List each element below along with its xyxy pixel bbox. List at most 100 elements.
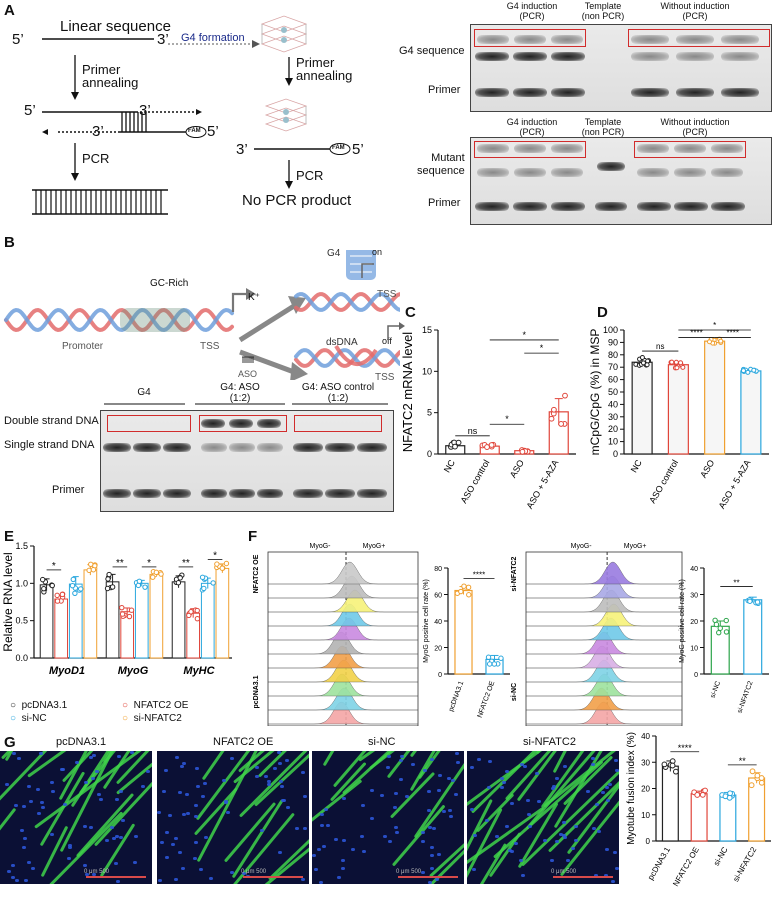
gel1-image [470,24,772,112]
nucleus-dot [594,803,599,807]
nucleus-dot [85,873,90,877]
nucleus-dot [521,873,526,877]
nucleus-dot [342,797,347,801]
nucleus-dot [157,879,162,883]
data-point [458,588,464,595]
nucleus-dot [421,870,426,874]
nucleus-dot [611,880,616,884]
nucleus-dot [509,850,514,854]
nucleus-dot [446,776,451,780]
nucleus-dot [171,843,176,847]
nucleus-dot [91,872,96,876]
data-point [214,561,220,567]
nucleus-dot [118,835,123,839]
gel-band [637,144,669,153]
gel-band [595,202,627,211]
nucleus-dot [526,798,531,802]
a-5prime-bottom-strand: 5’ [207,123,219,140]
data-point [491,661,498,667]
nucleus-dot [24,878,29,882]
nucleus-dot [430,845,435,849]
nucleus-dot [509,801,514,805]
x-category-label: NFATC2 OE [671,846,701,888]
gene-label: MyHC [183,665,215,677]
b-on-label: on [372,247,383,257]
header-line1: Without induction [660,117,730,127]
nucleus-dot [565,858,570,862]
nucleus-dot [486,786,491,790]
nucleus-dot [193,803,198,807]
y-axis-label: MyoG positive cell rate (%) [679,579,686,663]
nucleus-dot [574,824,579,828]
group-label-top: si-NFATC2 [511,556,518,591]
gel-band [514,168,546,177]
y-tick-label: 0 [694,672,698,679]
nucleus-dot [104,838,109,842]
panel-label-g: G [4,734,16,751]
data-point [223,560,230,567]
nucleus-dot [168,814,173,818]
y-tick-label: 0.5 [15,616,28,626]
nucleus-dot [350,848,355,852]
y-tick-label: 80 [434,566,442,573]
gelb-header-g4-aso-control: G4: ASO control (1:2) [290,382,386,404]
y-tick-label: 30 [641,758,650,767]
y-tick-label: 30 [608,412,618,422]
nucleus-dot [519,762,524,766]
nucleus-dot [229,871,234,875]
legend-text: si-NFATC2 [133,713,182,724]
data-point [754,599,761,605]
sig-label: **** [678,743,693,753]
gel-band [513,202,547,211]
gel-band [674,144,706,153]
header-line2: (1:2) [229,393,251,404]
nucleus-dot [280,784,285,788]
header-line1: G4: ASO [220,382,260,393]
header-line1: Template [584,1,622,11]
nucleus-dot [454,792,459,796]
nucleus-dot [593,874,598,878]
nucleus-dot [536,800,541,804]
nucleus-dot [427,790,432,794]
gel-band [721,88,759,97]
gel-band [293,443,323,452]
nucleus-dot [173,878,178,882]
y-axis-label: mCpG/CpG (%) in MSP [588,329,602,456]
nucleus-dot [66,856,71,860]
data-point [716,629,722,636]
gel-band [513,52,547,61]
header-line1: G4 [137,387,151,398]
header-line2: (PCR) [682,11,708,21]
bar [704,340,726,455]
primer-word-right: Primer [296,55,335,70]
gelb-row-double-strand: Double strand DNA [4,415,99,427]
nucleus-dot [164,769,169,773]
b-dsdna-label: dsDNA [326,337,358,348]
x-category-label: NC [442,458,457,475]
nucleus-dot [522,765,527,769]
a-g4-formation-label: G4 formation [181,32,245,44]
nucleus-dot [340,858,345,862]
micrograph-title: NFATC2 OE [213,736,274,748]
y-tick-label: 20 [690,619,698,626]
data-point [142,584,148,590]
myotube-fiber [232,798,285,878]
gel-band [103,443,131,452]
nucleus-dot [285,805,290,809]
data-point [723,629,730,635]
y-tick-label: 0 [427,449,432,459]
gel-band [514,144,546,153]
gel-band [357,489,387,498]
gel-band [676,88,714,97]
b-tss-bottom-label: TSS [375,372,395,383]
nucleus-dot [277,751,281,755]
y-tick-label: 1.0 [15,578,28,588]
header-line1: G4: ASO control [301,382,375,393]
nucleus-dot [600,791,605,795]
nucleus-dot [198,868,203,872]
data-point [484,444,490,450]
a-3prime-right: 3’ [236,141,248,158]
nucleus-dot [561,834,566,837]
